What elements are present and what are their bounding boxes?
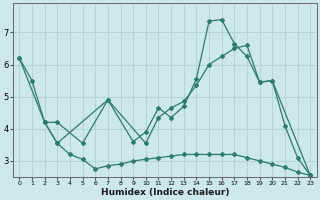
X-axis label: Humidex (Indice chaleur): Humidex (Indice chaleur): [100, 188, 229, 197]
